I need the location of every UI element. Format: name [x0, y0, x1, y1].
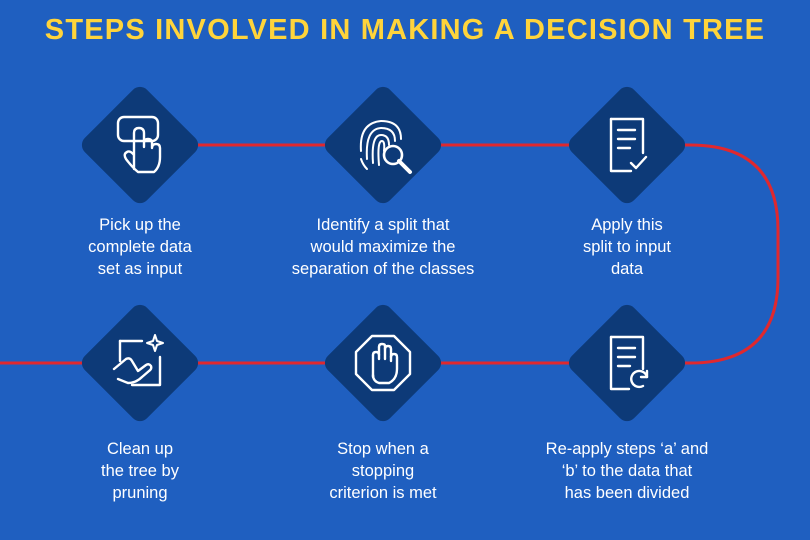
document-refresh-icon — [609, 335, 649, 391]
cleaning-hand-sparkle-icon — [112, 334, 164, 387]
step-5-label: Stop when a stopping criterion is met — [329, 440, 437, 502]
hand-touch-icon — [116, 115, 162, 174]
fingerprint-search-icon — [359, 119, 412, 174]
step-3-diamond — [568, 86, 686, 204]
connector-line — [0, 143, 780, 365]
step-2-diamond — [324, 86, 442, 204]
step-4-label: Clean up the tree by pruning — [101, 440, 179, 502]
step-1-label: Pick up the complete data set as input — [88, 216, 192, 278]
step-5-diamond — [324, 304, 442, 422]
step-1-diamond — [81, 86, 199, 204]
page-title: STEPS INVOLVED IN MAKING A DECISION TREE — [44, 14, 766, 46]
document-check-icon — [609, 117, 648, 173]
stop-hand-octagon-icon — [354, 334, 412, 392]
step-6-diamond — [568, 304, 686, 422]
step-3-label: Apply this split to input data — [582, 216, 672, 278]
step-6-label: Re-apply steps ‘a’ and ‘b’ to the data t… — [545, 440, 709, 502]
step-4-diamond — [81, 304, 199, 422]
step-2-label: Identify a split that would maximize the… — [291, 216, 475, 278]
